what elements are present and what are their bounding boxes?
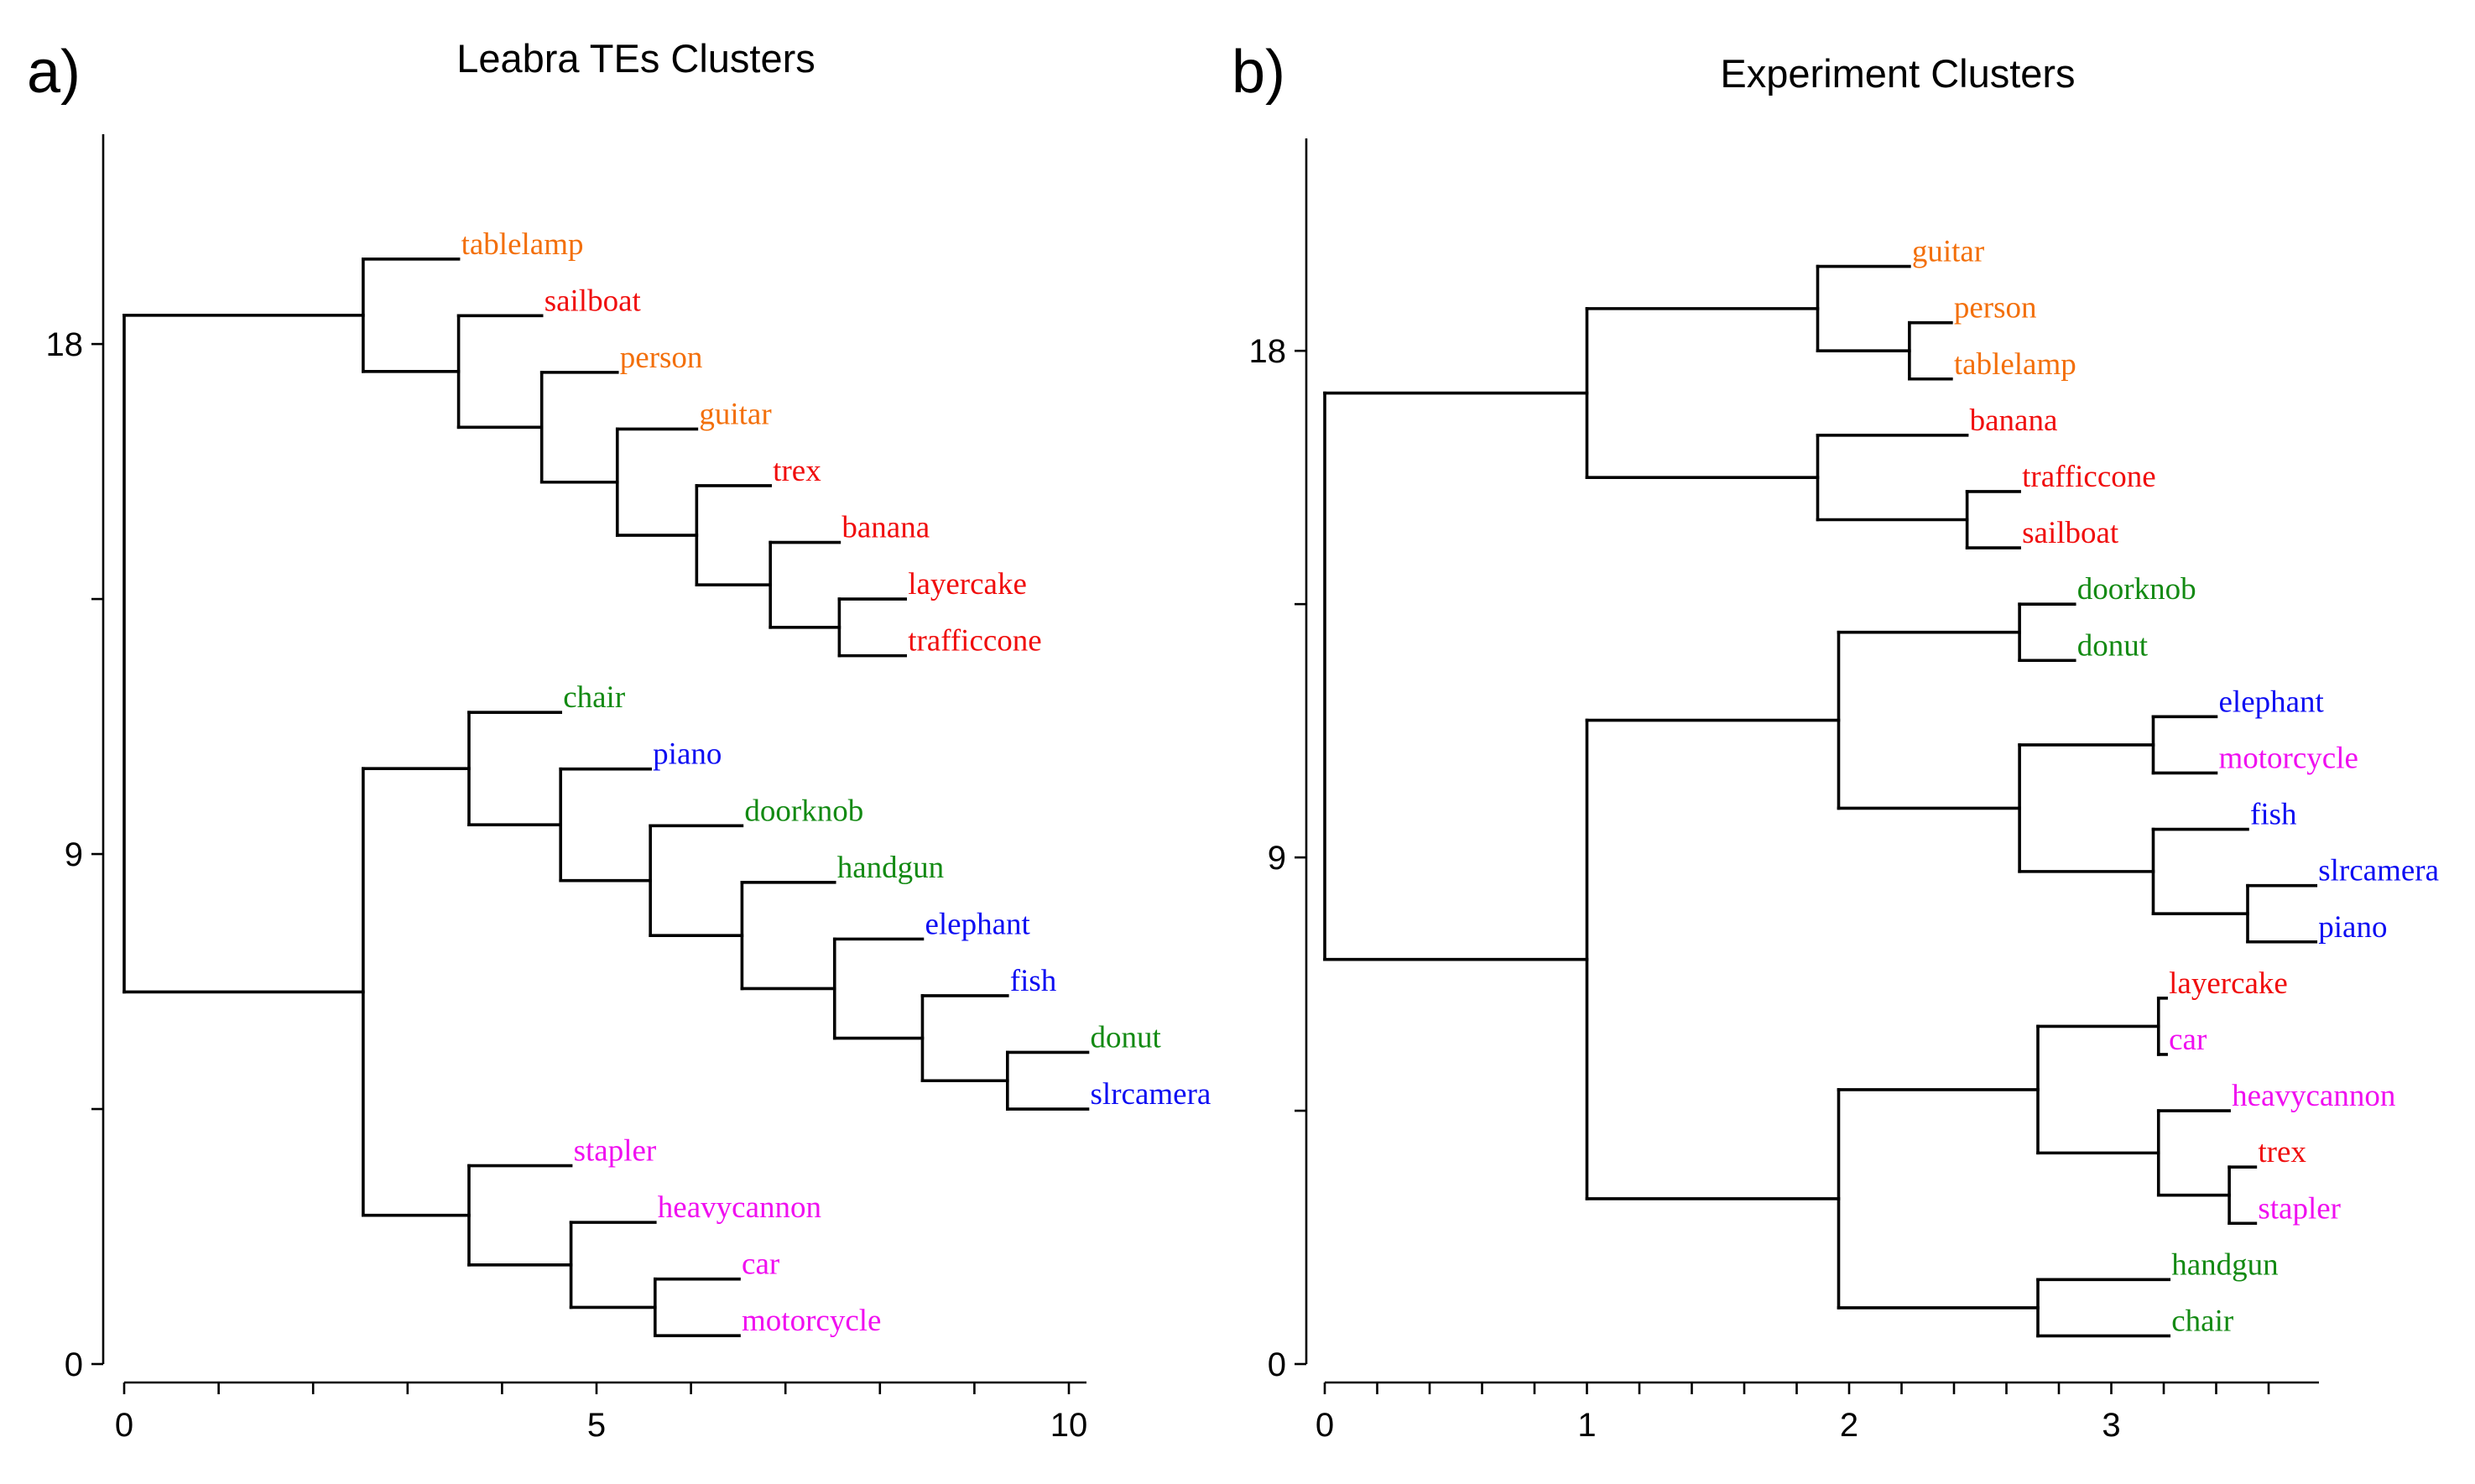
leaf-label: banana [1970,404,2058,438]
leaf-label: elephant [925,907,1030,941]
leaf-label: layercake [908,567,1027,601]
x-tick-label: 10 [1050,1407,1088,1444]
leaf-label: chair [2171,1304,2233,1338]
y-tick-label: 0 [65,1346,83,1383]
leaf-label: tablelamp [1954,347,2076,382]
leaf-label: handgun [837,851,944,885]
leaf-label: heavycannon [2232,1079,2395,1113]
leaf-label: heavycannon [658,1190,821,1225]
y-tick-label: 18 [1249,333,1287,370]
leaf-label: stapler [574,1134,657,1169]
y-tick-label: 9 [1268,840,1286,877]
panel-label: a) [27,39,81,106]
leaf-label: car [2169,1023,2207,1057]
x-tick-label: 5 [587,1407,606,1444]
leaf-label: fish [1010,964,1057,998]
leaf-label: slrcamera [1091,1077,1211,1112]
x-tick-label: 0 [115,1407,133,1444]
leaf-label: doorknob [744,794,863,828]
x-tick-label: 0 [1316,1407,1334,1444]
leaf-label: sailboat [2022,516,2119,550]
leaf-label: donut [1091,1020,1162,1054]
leaf-label: donut [2077,628,2149,663]
y-tick-label: 18 [46,326,84,363]
panel-label: b) [1232,39,1285,106]
chart-title: Leabra TEs Clusters [456,36,815,81]
leaf-label: person [1954,291,2037,325]
leaf-label: guitar [1912,235,1984,269]
leaf-label: elephant [2219,685,2325,719]
leaf-label: piano [2318,910,2387,945]
leaf-label: tablelamp [461,227,584,262]
y-tick-label: 9 [65,836,83,873]
leaf-label: layercake [2169,966,2288,1001]
dendrogram-panel-a: a) Leabra TEs Clusters 0 9 18 0 5 10 tablelamp sa… [27,36,1211,1444]
chart-title: Experiment Clusters [1720,51,2075,96]
dendrogram-panel-b: b) Experiment Clusters 0 9 18 0 1 2 3 guitar perso… [1232,39,2439,1444]
leaf-label: car [742,1247,779,1282]
leaf-label: trex [773,454,821,488]
leaf-label: trafficcone [2022,460,2156,494]
leaf-label: motorcycle [2219,741,2358,775]
leaf-label: trex [2258,1135,2306,1169]
x-tick-label: 2 [1840,1407,1858,1444]
x-tick-label: 1 [1577,1407,1596,1444]
leaf-label: slrcamera [2318,854,2439,888]
leaf-label: chair [563,680,625,715]
leaf-label: guitar [699,397,771,431]
leaf-label: doorknob [2077,572,2196,607]
leaf-label: handgun [2171,1247,2278,1282]
y-tick-label: 0 [1268,1346,1286,1383]
leaf-label: banana [842,511,930,545]
leaf-label: trafficcone [908,624,1042,659]
leaf-label: person [620,341,703,375]
leaf-label: motorcycle [742,1304,881,1338]
x-tick-label: 3 [2102,1407,2120,1444]
leaf-label: fish [2250,798,2297,832]
leaf-label: piano [653,737,722,772]
leaf-label: stapler [2258,1191,2341,1226]
leaf-label: sailboat [544,284,642,318]
